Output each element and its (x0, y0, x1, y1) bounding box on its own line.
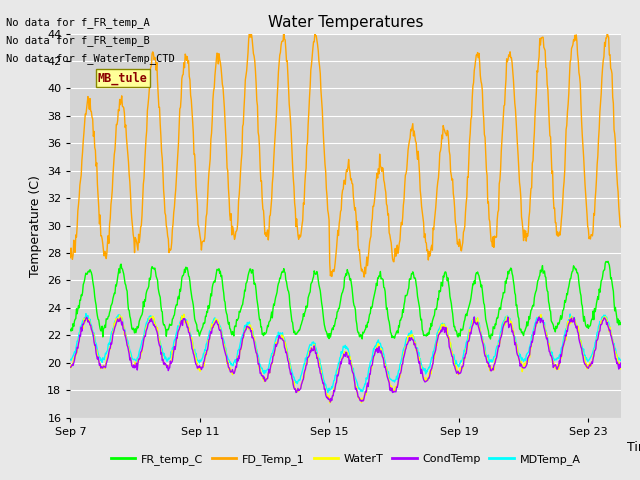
Text: No data for f_WaterTemp_CTD: No data for f_WaterTemp_CTD (6, 53, 175, 64)
Legend: FR_temp_C, FD_Temp_1, WaterT, CondTemp, MDTemp_A: FR_temp_C, FD_Temp_1, WaterT, CondTemp, … (106, 450, 585, 469)
Title: Water Temperatures: Water Temperatures (268, 15, 423, 30)
Text: No data for f_FR_temp_B: No data for f_FR_temp_B (6, 35, 150, 46)
X-axis label: Time: Time (627, 441, 640, 454)
Text: No data for f_FR_temp_A: No data for f_FR_temp_A (6, 17, 150, 28)
Text: MB_tule: MB_tule (98, 72, 148, 85)
Y-axis label: Temperature (C): Temperature (C) (29, 175, 42, 276)
